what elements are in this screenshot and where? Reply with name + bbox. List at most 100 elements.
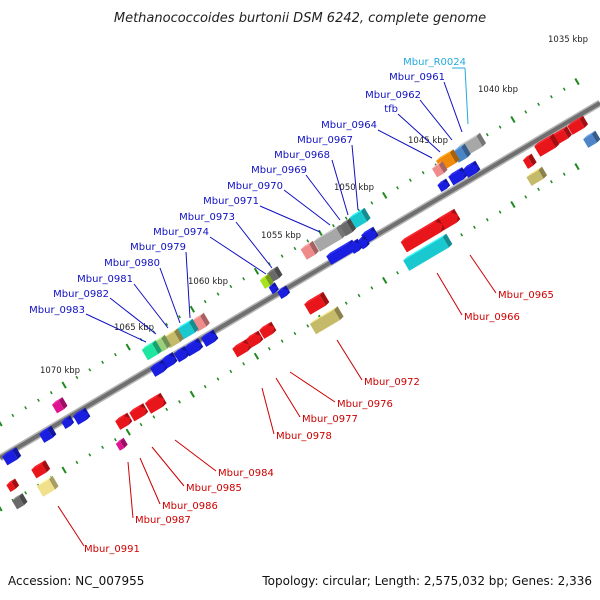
- gene-label-mbur-0991[interactable]: Mbur_0991: [84, 544, 140, 555]
- gene-block-salmon[interactable]: [300, 240, 319, 260]
- map-title: Methanococcoides burtonii DSM 6242, comp…: [114, 11, 486, 26]
- scale-tick: [24, 406, 28, 410]
- scale-tick: [24, 491, 28, 495]
- gene-block-blue[interactable]: [2, 447, 22, 466]
- gene-arrow-blue[interactable]: [277, 285, 291, 299]
- gene-label-mbur-0980[interactable]: Mbur_0980: [104, 258, 160, 269]
- gene-block-gray[interactable]: [12, 493, 28, 510]
- gene-arrow-red[interactable]: [400, 218, 445, 253]
- gene-label-mbur-0968[interactable]: Mbur_0968: [274, 150, 330, 161]
- scale-tick: [61, 466, 67, 474]
- gene-arrow-red[interactable]: [115, 412, 133, 430]
- gene-block-gray[interactable]: [313, 224, 346, 252]
- scale-tick: [537, 102, 540, 107]
- gene-block-steel[interactable]: [583, 130, 600, 148]
- gene-block-red[interactable]: [534, 133, 560, 157]
- gene-block-lime[interactable]: [259, 273, 274, 289]
- gene-block-magenta[interactable]: [52, 397, 68, 414]
- scale-tick: [75, 460, 79, 465]
- gene-block-magenta[interactable]: [115, 437, 128, 451]
- gene-block-salmon[interactable]: [432, 161, 448, 178]
- gene-label-mbur-0961[interactable]: Mbur_0961: [389, 72, 445, 83]
- gene-arrow-blue[interactable]: [448, 167, 468, 186]
- scale-tick: [574, 163, 580, 171]
- gene-block-red[interactable]: [304, 291, 330, 315]
- gene-label-mbur-0976[interactable]: Mbur_0976: [337, 399, 393, 410]
- scale-tick: [101, 445, 104, 449]
- gene-label-mbur-0981[interactable]: Mbur_0981: [77, 274, 133, 285]
- gene-arrow-blue[interactable]: [268, 282, 279, 295]
- gene-label-mbur-0982[interactable]: Mbur_0982: [53, 289, 109, 300]
- gene-arrow-blue[interactable]: [201, 329, 219, 347]
- gene-block-red[interactable]: [31, 460, 51, 479]
- gene-block-gray[interactable]: [267, 266, 283, 283]
- gene-block-green[interactable]: [141, 340, 162, 361]
- gene-label-mbur-r0024[interactable]: Mbur_R0024: [403, 57, 466, 68]
- scale-tick: [396, 271, 399, 275]
- gene-arrow-blue[interactable]: [357, 235, 370, 250]
- gene-arrow-red[interactable]: [259, 321, 277, 339]
- gene-label-mbur-0974[interactable]: Mbur_0974: [153, 227, 209, 238]
- gene-label-mbur-0965[interactable]: Mbur_0965: [498, 290, 554, 301]
- gene-block-tan[interactable]: [526, 166, 548, 186]
- gene-label-mbur-0987[interactable]: Mbur_0987: [135, 515, 191, 526]
- gene-block-tan[interactable]: [163, 328, 184, 349]
- scale-tick: [344, 301, 348, 305]
- scale-tick: [216, 292, 220, 296]
- gene-arrow-blue[interactable]: [437, 178, 451, 192]
- gene-label-mbur-0983[interactable]: Mbur_0983: [29, 305, 85, 316]
- kbp-label-1050: 1050 kbp: [334, 183, 374, 193]
- gene-block-pale[interactable]: [36, 475, 59, 497]
- gene-label-tfb[interactable]: tfb: [384, 104, 398, 115]
- gene-label-mbur-0971[interactable]: Mbur_0971: [203, 196, 259, 207]
- gene-block-gray[interactable]: [339, 218, 356, 237]
- gene-arrow-blue[interactable]: [150, 359, 168, 377]
- scale-tick: [382, 191, 388, 199]
- gene-label-mbur-0973[interactable]: Mbur_0973: [179, 212, 235, 223]
- gene-label-mbur-0967[interactable]: Mbur_0967: [297, 135, 353, 146]
- gene-arrow-blue[interactable]: [463, 160, 481, 178]
- gene-label-mbur-0962[interactable]: Mbur_0962: [365, 90, 421, 101]
- gene-label-mbur-0984[interactable]: Mbur_0984: [218, 468, 274, 479]
- top-strand-labels: Mbur_R0024 Mbur_0961 Mbur_0962 tfb Mbur_…: [29, 57, 466, 316]
- gene-arrow-blue[interactable]: [348, 238, 363, 254]
- gene-block-red[interactable]: [567, 115, 589, 135]
- gene-arrow-red[interactable]: [232, 339, 252, 358]
- gene-arrow-blue[interactable]: [61, 415, 75, 429]
- gene-label-mbur-0979[interactable]: Mbur_0979: [130, 242, 186, 253]
- gene-block-salmon[interactable]: [191, 312, 210, 332]
- kbp-label-1070: 1070 kbp: [40, 366, 80, 376]
- gene-label-mbur-0970[interactable]: Mbur_0970: [227, 181, 283, 192]
- gene-block-cyan[interactable]: [403, 233, 453, 271]
- gene-block-blue[interactable]: [39, 425, 57, 443]
- gene-block-red[interactable]: [6, 478, 20, 492]
- gene-block-steel[interactable]: [452, 143, 471, 163]
- gene-label-mbur-0985[interactable]: Mbur_0985: [186, 483, 242, 494]
- gene-arrow-blue[interactable]: [174, 346, 190, 363]
- gene-label-mbur-0972[interactable]: Mbur_0972: [364, 377, 420, 388]
- gene-arrow-blue[interactable]: [73, 407, 91, 425]
- scale-tick: [357, 293, 361, 298]
- scale-tick: [344, 216, 348, 220]
- gene-arrow-red[interactable]: [246, 330, 264, 348]
- gene-label-mbur-0978[interactable]: Mbur_0978: [276, 431, 332, 442]
- kbp-label-1060: 1060 kbp: [188, 277, 228, 287]
- gene-label-mbur-0966[interactable]: Mbur_0966: [464, 312, 520, 323]
- scale-tick: [408, 178, 412, 182]
- scale-tick: [49, 390, 53, 395]
- gene-label-mbur-0964[interactable]: Mbur_0964: [321, 120, 377, 131]
- scale-tick: [370, 201, 374, 205]
- gene-label-mbur-0969[interactable]: Mbur_0969: [251, 165, 307, 176]
- scale-tick: [421, 170, 425, 175]
- scale-tick: [524, 110, 528, 114]
- gene-arrow-red[interactable]: [144, 392, 167, 414]
- gene-block-tan[interactable]: [309, 306, 344, 335]
- gene-arrow-blue[interactable]: [184, 338, 204, 357]
- scale-tick: [537, 187, 540, 192]
- gene-label-mbur-0986[interactable]: Mbur_0986: [162, 501, 218, 512]
- scale-tick: [165, 407, 169, 412]
- gene-block-red[interactable]: [522, 153, 537, 169]
- scale-tick: [485, 218, 489, 222]
- gene-label-mbur-0977[interactable]: Mbur_0977: [302, 414, 358, 425]
- gene-arrow-red[interactable]: [129, 403, 149, 422]
